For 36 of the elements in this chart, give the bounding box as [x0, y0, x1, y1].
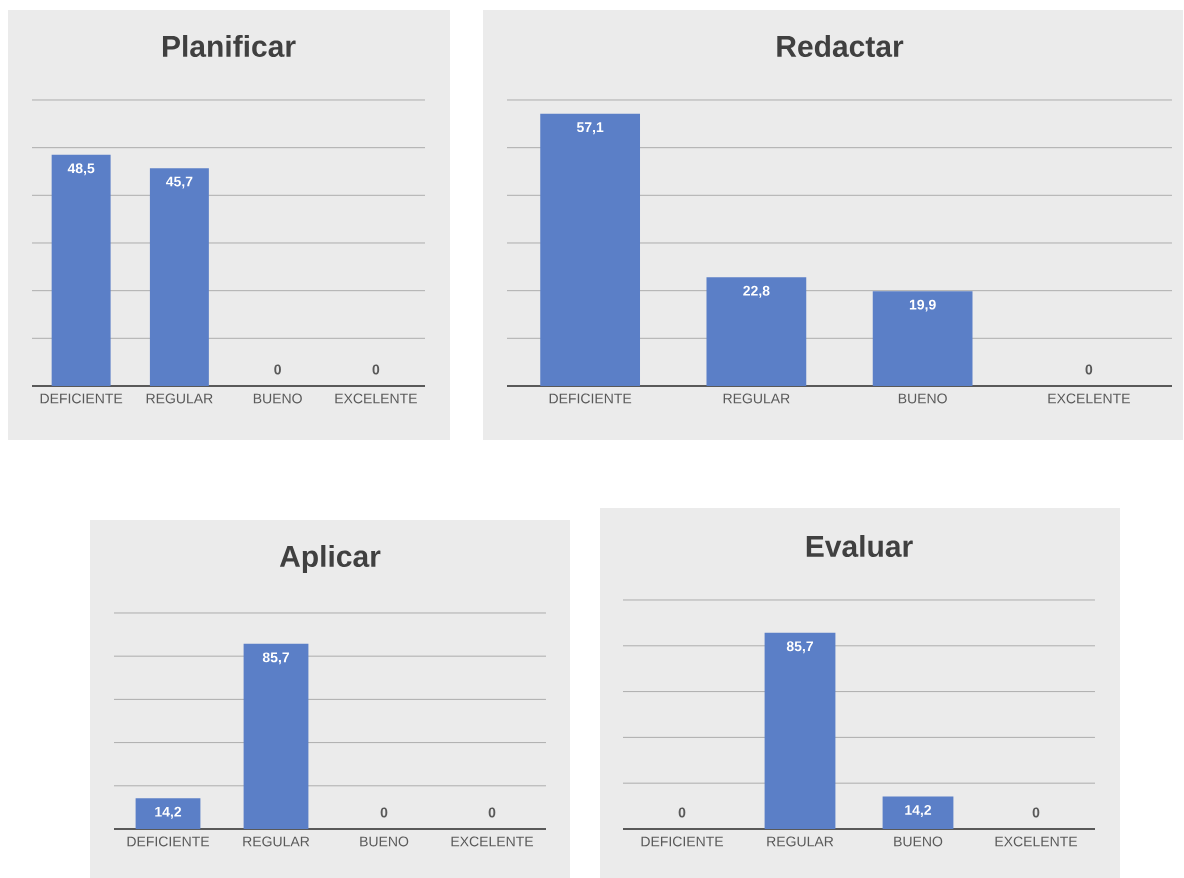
x-tick-label: BUENO: [253, 393, 302, 404]
x-tick-label: DEFICIENTE: [40, 393, 123, 404]
x-tick-label: EXCELENTE: [1048, 393, 1130, 404]
x-tick-label: DEFICIENTE: [127, 836, 210, 847]
data-label: 0: [274, 364, 281, 375]
data-label: 45,7: [165, 176, 193, 189]
chart-title: Evaluar: [806, 534, 913, 558]
data-label: 19,9: [909, 299, 936, 312]
chart-title: Planificar: [162, 34, 296, 58]
data-label: 14,2: [155, 806, 182, 819]
chart-title: Redactar: [777, 34, 904, 58]
x-tick-label: DEFICIENTE: [641, 836, 724, 847]
data-label: 14,2: [905, 804, 932, 817]
data-label: 22,8: [743, 285, 770, 298]
x-tick-label: BUENO: [898, 393, 947, 404]
data-label: 85,7: [262, 652, 290, 665]
data-label: 85,7: [786, 641, 814, 654]
data-label: 0: [488, 807, 496, 818]
x-tick-label: EXCELENTE: [335, 393, 417, 404]
x-tick-label: BUENO: [360, 836, 409, 847]
x-tick-label: REGULAR: [243, 836, 310, 847]
data-label: 0: [1085, 364, 1093, 375]
x-tick-label: EXCELENTE: [995, 836, 1078, 847]
x-tick-label: REGULAR: [723, 393, 790, 404]
data-label: 57,1: [576, 122, 604, 135]
x-tick-label: REGULAR: [146, 393, 213, 404]
x-tick-label: BUENO: [894, 836, 943, 847]
data-label: 0: [678, 807, 686, 818]
data-label: 0: [380, 807, 388, 818]
x-tick-label: REGULAR: [767, 836, 834, 847]
x-tick-label: EXCELENTE: [451, 836, 534, 847]
data-label: 0: [1032, 807, 1040, 818]
chart-title: Aplicar: [279, 545, 381, 573]
x-tick-label: DEFICIENTE: [549, 393, 632, 404]
data-label: 48,5: [67, 163, 95, 176]
data-label: 0: [372, 364, 380, 375]
